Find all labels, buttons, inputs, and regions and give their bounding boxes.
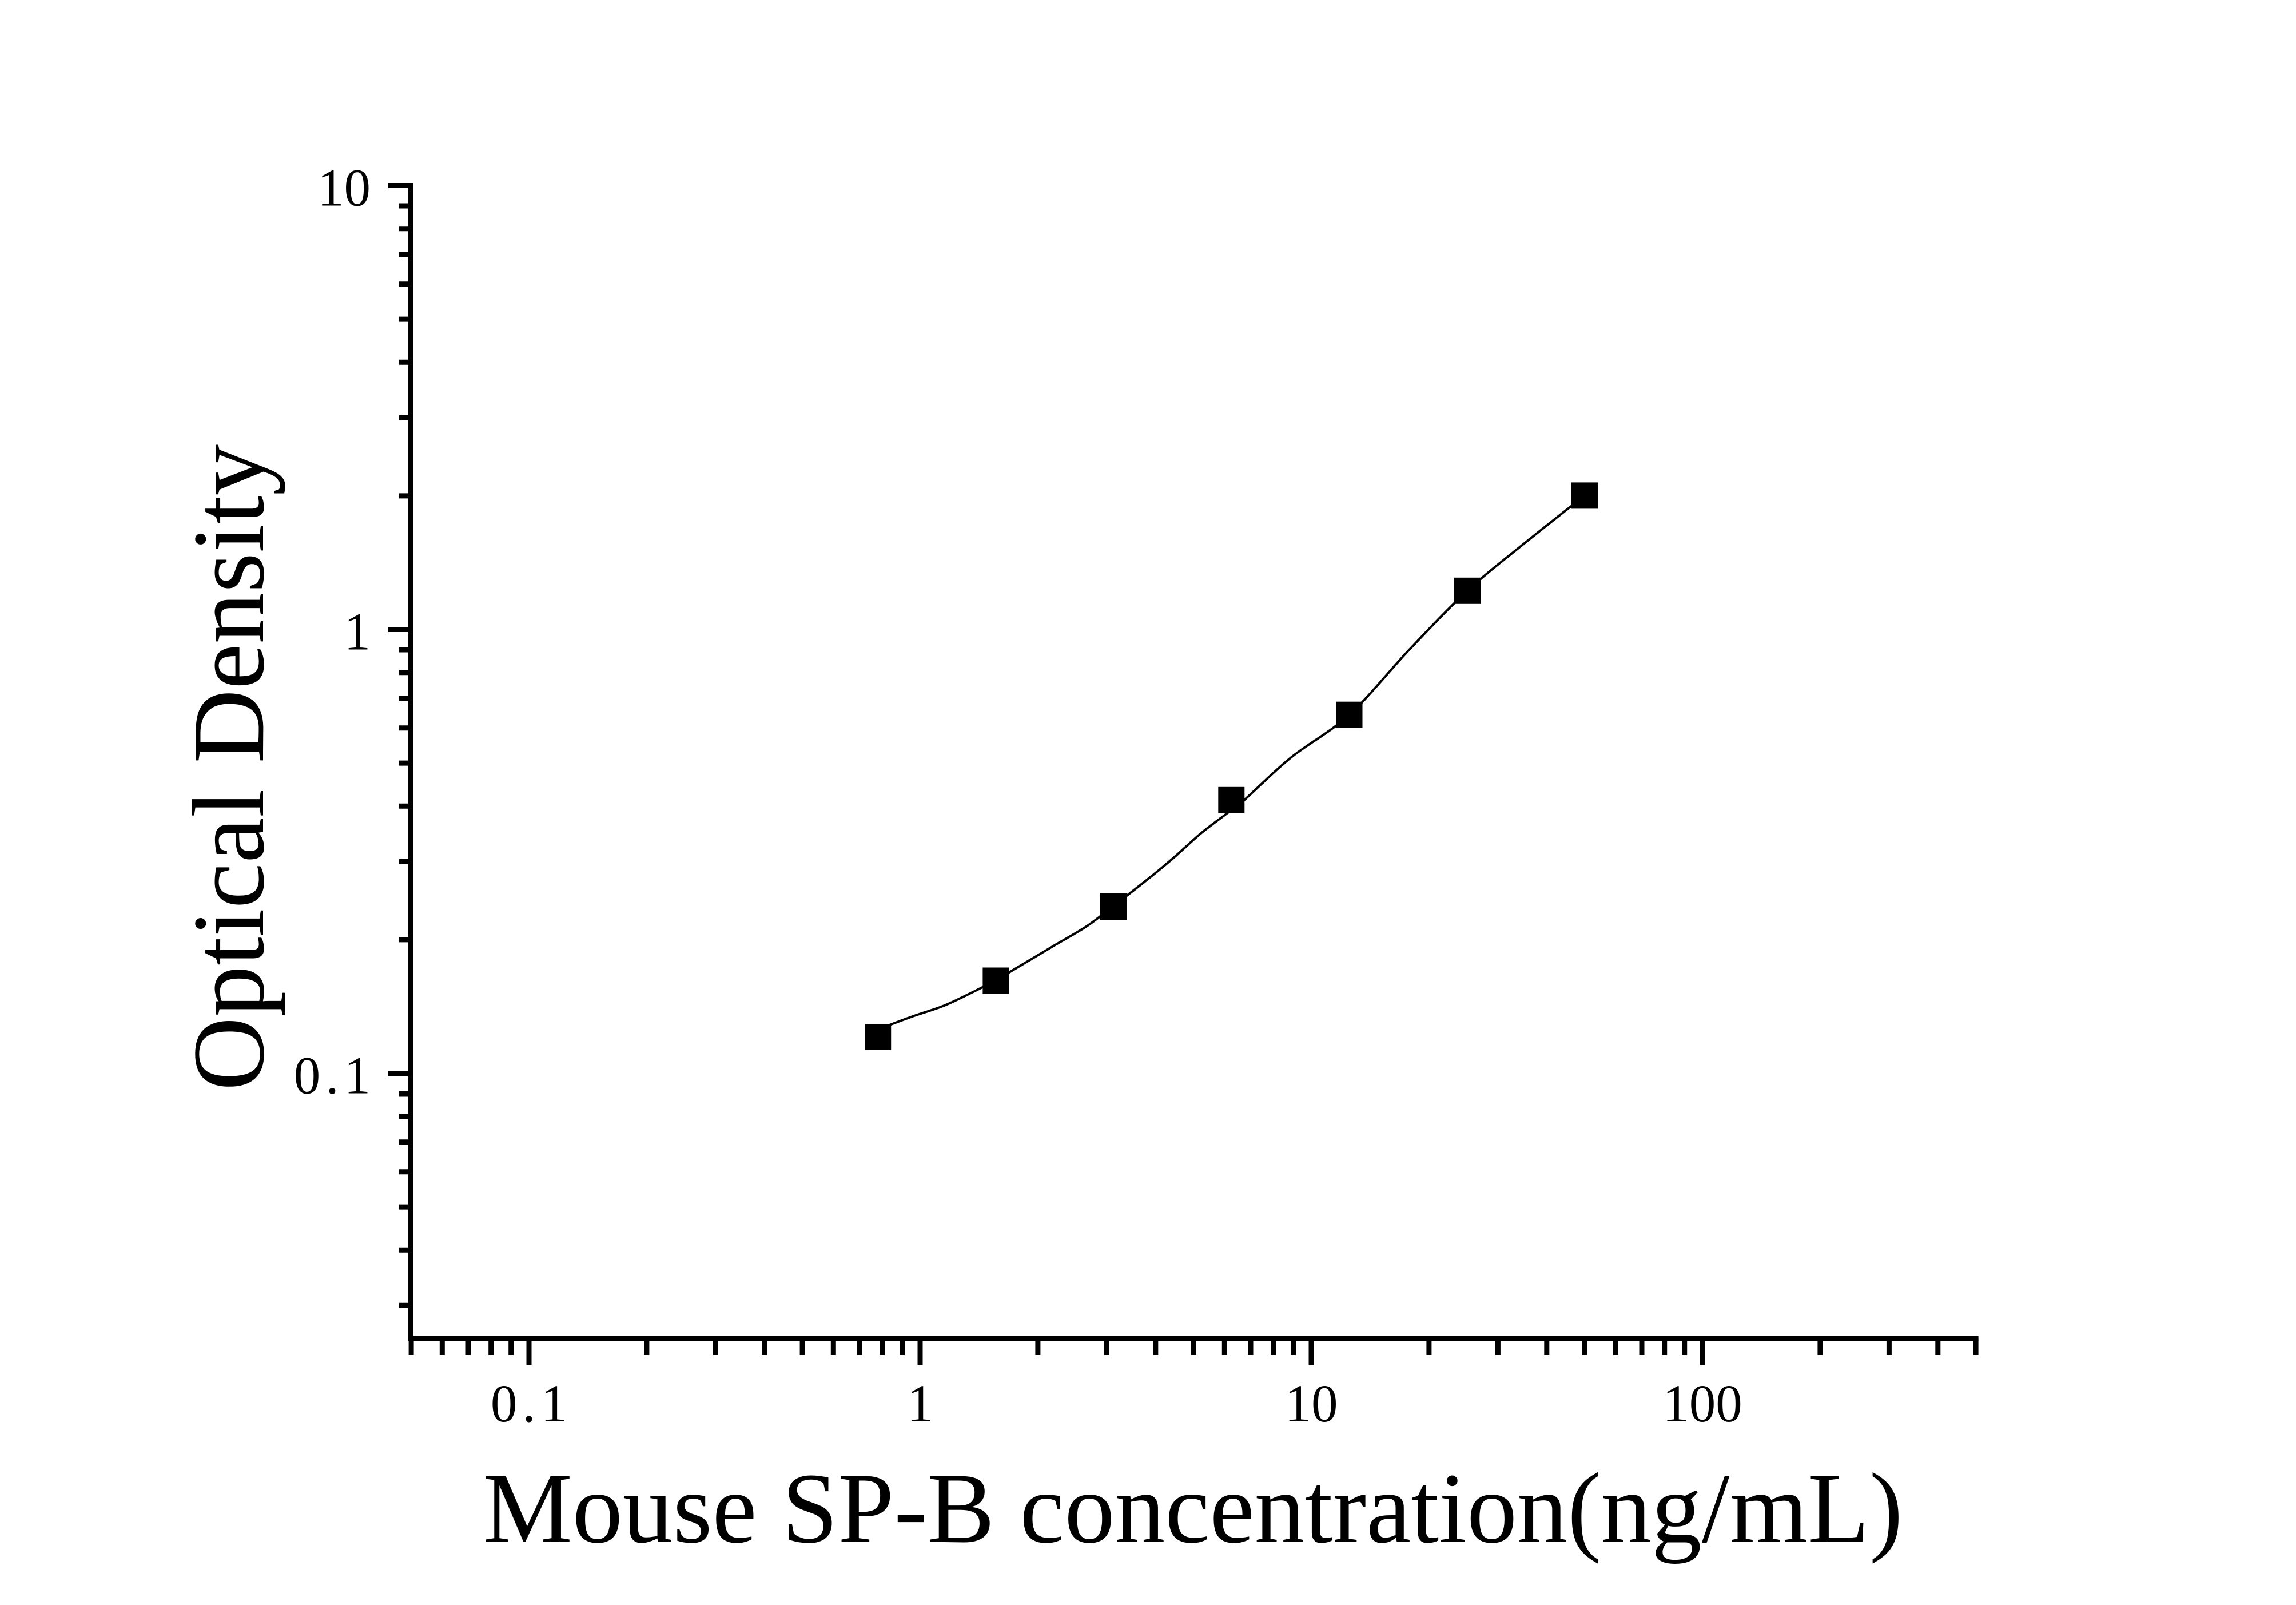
svg-text:0.1: 0.1 [491,1374,567,1433]
svg-text:1: 1 [344,603,371,662]
svg-text:10: 10 [317,159,371,218]
svg-text:10: 10 [1285,1374,1338,1433]
svg-text:Optical Density: Optical Density [172,444,285,1091]
svg-text:100: 100 [1662,1374,1742,1433]
svg-text:0.1: 0.1 [294,1047,371,1106]
svg-text:Mouse SP-B concentration(ng/mL: Mouse SP-B concentration(ng/mL) [483,1453,1903,1564]
svg-text:1: 1 [907,1374,934,1433]
